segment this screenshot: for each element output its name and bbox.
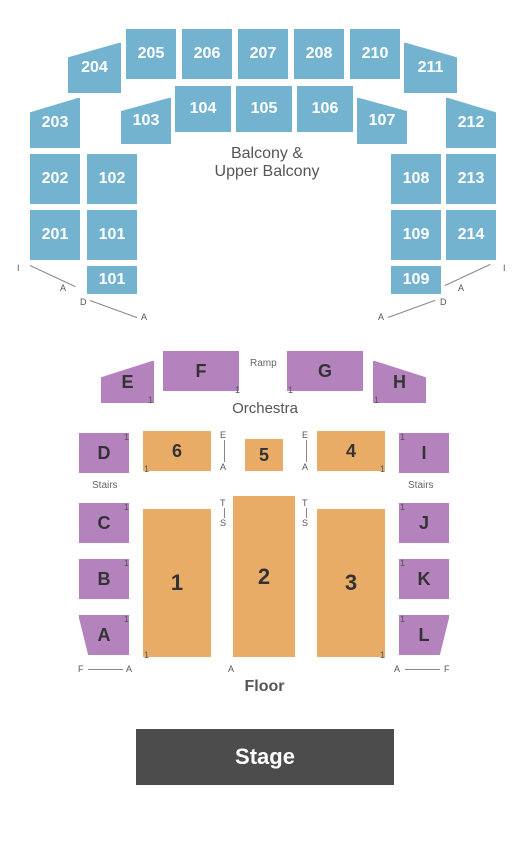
row-A-left-inner: A bbox=[141, 312, 147, 322]
marker-1-K: 1 bbox=[400, 558, 405, 568]
section-101b[interactable]: 101 bbox=[86, 265, 138, 295]
section-105[interactable]: 105 bbox=[235, 85, 293, 133]
section-108[interactable]: 108 bbox=[390, 153, 442, 205]
orchestra-J[interactable]: J bbox=[398, 502, 450, 544]
ramp-label: Ramp bbox=[250, 358, 277, 369]
section-211[interactable]: 211 bbox=[403, 42, 458, 94]
section-106[interactable]: 106 bbox=[296, 85, 354, 133]
marker-1-E: 1 bbox=[148, 395, 153, 405]
section-103[interactable]: 103 bbox=[120, 97, 172, 145]
line-FA-left bbox=[88, 669, 123, 670]
seating-chart: 205 206 207 208 210 204 211 203 202 201 … bbox=[0, 0, 525, 850]
row-A-bottom-right: A bbox=[394, 664, 400, 674]
row-F-left: F bbox=[78, 664, 84, 674]
line-TS-right bbox=[306, 508, 307, 518]
row-I-right-outer: I bbox=[503, 263, 506, 273]
section-102[interactable]: 102 bbox=[86, 153, 138, 205]
floor-5[interactable]: 5 bbox=[244, 438, 284, 472]
orchestra-C[interactable]: C bbox=[78, 502, 130, 544]
stairs-left: Stairs bbox=[92, 480, 118, 491]
section-212[interactable]: 212 bbox=[445, 97, 497, 149]
row-A-bottom-center: A bbox=[228, 664, 234, 674]
line-FA-right bbox=[405, 669, 440, 670]
orchestra-I[interactable]: I bbox=[398, 432, 450, 474]
orchestra-B[interactable]: B bbox=[78, 558, 130, 600]
balcony-title-1: Balcony & bbox=[202, 145, 332, 163]
section-104[interactable]: 104 bbox=[174, 85, 232, 133]
row-F-right: F bbox=[444, 664, 450, 674]
orchestra-L[interactable]: L bbox=[398, 614, 450, 656]
line-TS-left bbox=[224, 508, 225, 518]
line-EA-left bbox=[224, 440, 225, 462]
line-left-outer bbox=[30, 265, 76, 287]
section-101a[interactable]: 101 bbox=[86, 209, 138, 261]
marker-1-floor1: 1 bbox=[144, 650, 149, 660]
orchestra-A[interactable]: A bbox=[78, 614, 130, 656]
line-right-outer bbox=[445, 264, 491, 286]
section-201[interactable]: 201 bbox=[29, 209, 81, 261]
row-E-right-top: E bbox=[302, 430, 308, 440]
section-207[interactable]: 207 bbox=[237, 28, 289, 80]
floor-1[interactable]: 1 bbox=[142, 508, 212, 658]
orchestra-F[interactable]: F bbox=[162, 350, 240, 392]
section-107[interactable]: 107 bbox=[356, 97, 408, 145]
marker-1-L: 1 bbox=[400, 614, 405, 624]
marker-1-D: 1 bbox=[124, 432, 129, 442]
section-205[interactable]: 205 bbox=[125, 28, 177, 80]
orchestra-G[interactable]: G bbox=[286, 350, 364, 392]
marker-1-G: 1 bbox=[288, 385, 293, 395]
floor-2[interactable]: 2 bbox=[232, 495, 296, 658]
balcony-title-2: Upper Balcony bbox=[202, 163, 332, 181]
section-202[interactable]: 202 bbox=[29, 153, 81, 205]
line-right-inner bbox=[388, 300, 435, 318]
line-EA-right bbox=[306, 440, 307, 462]
section-203[interactable]: 203 bbox=[29, 97, 81, 149]
row-T-left: T bbox=[220, 498, 226, 508]
marker-1-floor4: 1 bbox=[380, 464, 385, 474]
section-208[interactable]: 208 bbox=[293, 28, 345, 80]
section-214[interactable]: 214 bbox=[445, 209, 497, 261]
row-A-bottom-left: A bbox=[126, 664, 132, 674]
stage: Stage bbox=[135, 728, 395, 786]
marker-1-floor6: 1 bbox=[144, 464, 149, 474]
orchestra-H[interactable]: H bbox=[372, 360, 427, 404]
orchestra-D[interactable]: D bbox=[78, 432, 130, 474]
section-109b[interactable]: 109 bbox=[390, 265, 442, 295]
orchestra-K[interactable]: K bbox=[398, 558, 450, 600]
row-A-left-mid: A bbox=[220, 462, 226, 472]
marker-1-floor3: 1 bbox=[380, 650, 385, 660]
orchestra-E[interactable]: E bbox=[100, 360, 155, 404]
section-109a[interactable]: 109 bbox=[390, 209, 442, 261]
row-D-left: D bbox=[80, 297, 87, 307]
row-A-left-outer: A bbox=[60, 283, 66, 293]
floor-title: Floor bbox=[237, 678, 292, 696]
floor-3[interactable]: 3 bbox=[316, 508, 386, 658]
stairs-right: Stairs bbox=[408, 480, 434, 491]
line-left-inner bbox=[90, 300, 137, 318]
section-213[interactable]: 213 bbox=[445, 153, 497, 205]
marker-1-B: 1 bbox=[124, 558, 129, 568]
orchestra-title: Orchestra bbox=[225, 400, 305, 417]
row-A-right-outer: A bbox=[458, 283, 464, 293]
row-E-left-top: E bbox=[220, 430, 226, 440]
row-I-left-outer: I bbox=[17, 263, 20, 273]
row-S-left: S bbox=[220, 518, 226, 528]
row-S-right: S bbox=[302, 518, 308, 528]
row-T-right: T bbox=[302, 498, 308, 508]
marker-1-A: 1 bbox=[124, 614, 129, 624]
marker-1-H: 1 bbox=[374, 395, 379, 405]
section-204[interactable]: 204 bbox=[67, 42, 122, 94]
floor-6[interactable]: 6 bbox=[142, 430, 212, 472]
section-210[interactable]: 210 bbox=[349, 28, 401, 80]
row-A-right-inner: A bbox=[378, 312, 384, 322]
row-A-right-mid: A bbox=[302, 462, 308, 472]
marker-1-F: 1 bbox=[235, 385, 240, 395]
row-D-right: D bbox=[440, 297, 447, 307]
section-206[interactable]: 206 bbox=[181, 28, 233, 80]
marker-1-J: 1 bbox=[400, 502, 405, 512]
floor-4[interactable]: 4 bbox=[316, 430, 386, 472]
marker-1-I: 1 bbox=[400, 432, 405, 442]
marker-1-C: 1 bbox=[124, 502, 129, 512]
